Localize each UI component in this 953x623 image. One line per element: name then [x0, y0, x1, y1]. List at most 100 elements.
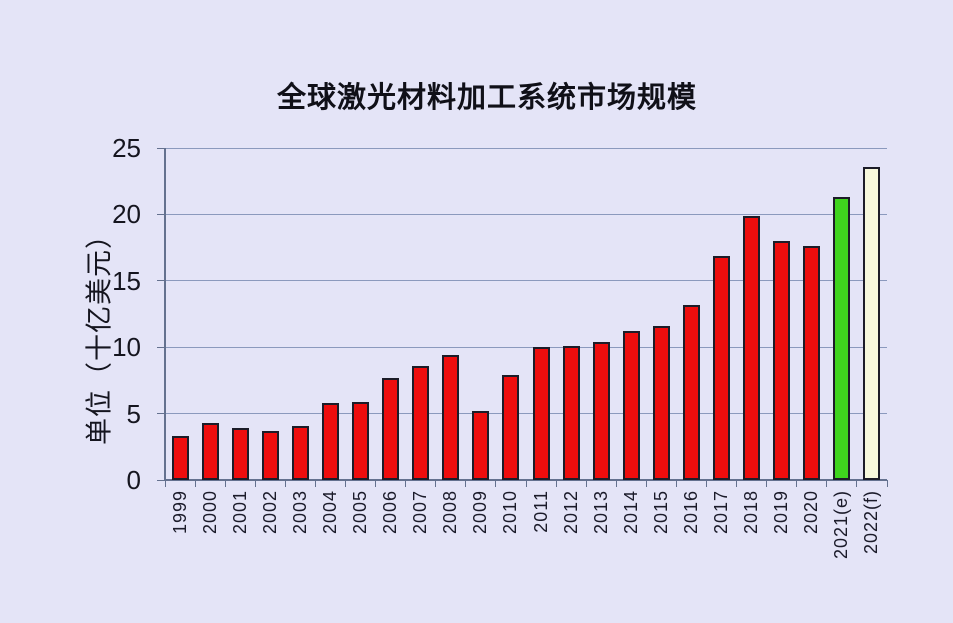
- x-tick-label-2016: 2016: [676, 490, 706, 534]
- bar-2015: [652, 325, 670, 480]
- x-tick-label-2005: 2005: [346, 490, 376, 534]
- x-tick-label-2010: 2010: [496, 490, 526, 534]
- bar-2014: [622, 331, 640, 480]
- x-tick-label-text: 2018: [741, 490, 762, 535]
- x-tick-label-1999: 1999: [165, 490, 195, 534]
- x-tick-label-text: 2020: [801, 490, 822, 535]
- x-axis-tick: [736, 480, 738, 487]
- x-tick-label-text: 1999: [169, 490, 190, 535]
- y-tick-label: 15: [112, 265, 141, 296]
- x-tick-label-text: 2004: [319, 490, 340, 535]
- bar-2007: [412, 365, 430, 480]
- y-axis-tick: [157, 213, 165, 215]
- bar-2020: [803, 246, 821, 480]
- bar-2005: [352, 401, 370, 480]
- bar-2012: [562, 345, 580, 480]
- bar-2009: [472, 410, 490, 480]
- bar-2003: [291, 425, 309, 480]
- x-tick-label-2007: 2007: [406, 490, 436, 534]
- x-tick-label-2020: 2020: [797, 490, 827, 534]
- x-tick-label-text: 2019: [771, 490, 792, 535]
- x-axis-tick: [435, 480, 437, 487]
- x-tick-label-text: 2011: [530, 490, 551, 533]
- x-tick-label-text: 2006: [380, 490, 401, 535]
- x-axis-tick: [645, 480, 647, 487]
- x-tick-label-2013: 2013: [586, 490, 616, 534]
- y-axis-tick: [157, 479, 165, 481]
- bar-2022(f): [863, 166, 881, 480]
- x-tick-label-text: 2000: [199, 490, 220, 535]
- x-axis-tick: [585, 480, 587, 487]
- grid-line: [165, 346, 887, 348]
- x-axis-tick: [796, 480, 798, 487]
- bar-2011: [532, 347, 550, 480]
- bar-2017: [713, 255, 731, 480]
- y-axis-line: [164, 148, 166, 480]
- y-tick-label: 0: [126, 465, 141, 495]
- x-axis-tick: [194, 480, 196, 487]
- x-axis-tick: [164, 480, 166, 487]
- x-tick-label-text: 2021(e): [831, 490, 852, 560]
- x-tick-label-text: 2005: [350, 490, 371, 535]
- bar-2002: [261, 430, 279, 480]
- x-axis-tick: [555, 480, 557, 487]
- x-tick-label-2011: 2011: [526, 490, 556, 533]
- x-axis-tick: [826, 480, 828, 487]
- x-axis-tick: [465, 480, 467, 487]
- bar-2018: [743, 215, 761, 480]
- x-tick-label-text: 2013: [590, 490, 611, 535]
- x-tick-label-text: 2017: [711, 490, 732, 535]
- bar-2006: [382, 377, 400, 480]
- x-axis-tick: [525, 480, 527, 487]
- x-tick-label-2021(e): 2021(e): [827, 490, 857, 559]
- x-tick-label-2004: 2004: [315, 490, 345, 534]
- bar-2013: [592, 341, 610, 480]
- x-tick-label-2018: 2018: [737, 490, 767, 534]
- x-axis-tick: [675, 480, 677, 487]
- x-tick-label-text: 2007: [410, 490, 431, 535]
- y-tick-label: 20: [112, 199, 141, 230]
- x-tick-label-2001: 2001: [225, 490, 255, 534]
- bar-2008: [442, 355, 460, 480]
- bar-2001: [231, 428, 249, 480]
- x-tick-label-text: 2010: [500, 490, 521, 535]
- x-tick-label-text: 2008: [440, 490, 461, 535]
- bar-2016: [682, 304, 700, 480]
- x-tick-label-2003: 2003: [285, 490, 315, 534]
- x-tick-label-text: 2022(f): [861, 490, 882, 555]
- x-axis-tick: [766, 480, 768, 487]
- x-tick-label-2012: 2012: [556, 490, 586, 534]
- chart-title: 全球激光材料加工系统市场规模: [276, 82, 698, 114]
- x-tick-label-text: 2016: [680, 490, 701, 535]
- x-tick-label-text: 2009: [470, 490, 491, 535]
- x-axis-tick: [345, 480, 346, 487]
- x-tick-label-2015: 2015: [646, 490, 676, 534]
- x-axis-tick: [856, 480, 858, 487]
- y-axis-tick: [157, 280, 165, 282]
- bar-2000: [201, 422, 219, 480]
- x-axis-tick: [405, 480, 407, 487]
- x-tick-label-text: 2003: [289, 490, 310, 535]
- y-axis-tick: [157, 413, 165, 415]
- x-axis-tick: [706, 480, 707, 487]
- x-axis-tick: [284, 480, 286, 487]
- x-axis-tick: [615, 480, 617, 487]
- grid-line: [165, 413, 887, 415]
- y-tick-label: 10: [112, 332, 141, 363]
- x-tick-label-text: 2001: [229, 490, 250, 535]
- x-axis-tick: [886, 480, 888, 487]
- bar-2004: [321, 402, 339, 480]
- x-tick-label-text: 2014: [620, 490, 641, 535]
- x-axis-tick: [375, 480, 377, 487]
- bar-1999: [171, 436, 189, 480]
- y-tick-label: 5: [126, 398, 141, 429]
- x-tick-label-2006: 2006: [376, 490, 406, 534]
- grid-line: [165, 147, 887, 149]
- bar-2010: [502, 375, 520, 480]
- x-tick-label-2022(f): 2022(f): [857, 490, 887, 554]
- y-axis-tick: [157, 346, 165, 348]
- x-tick-label-2017: 2017: [707, 490, 737, 534]
- x-axis-tick: [314, 480, 316, 487]
- x-axis-tick: [224, 480, 226, 487]
